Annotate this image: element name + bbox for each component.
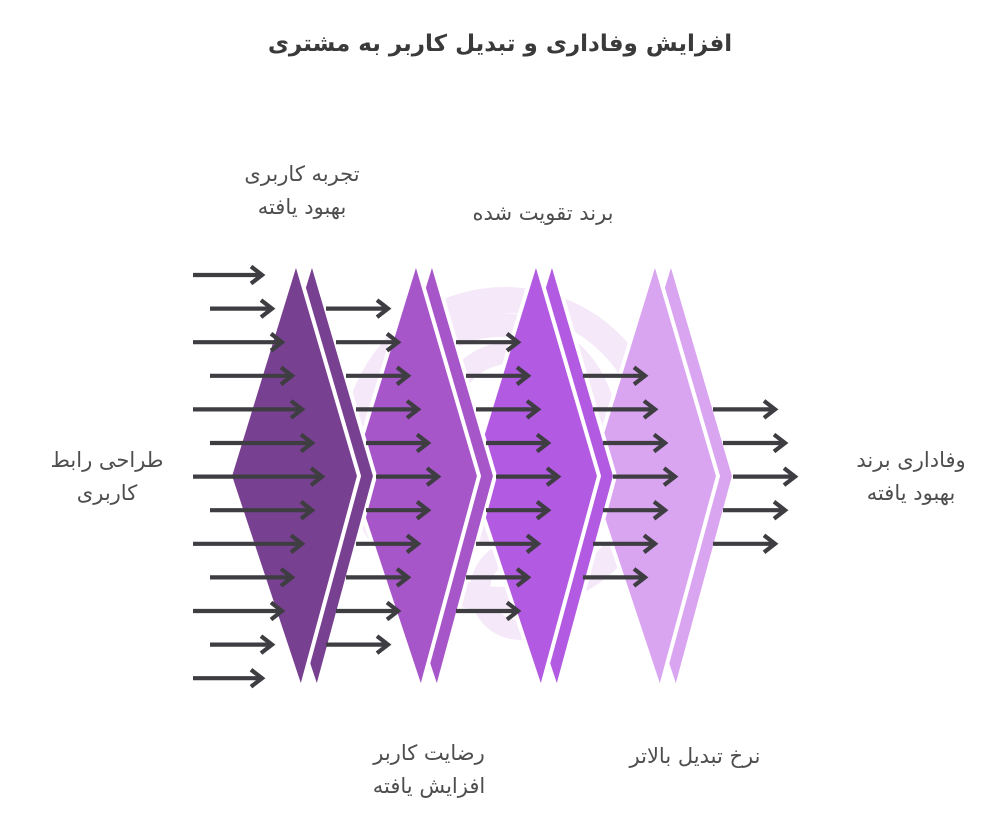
flow-arrow bbox=[603, 432, 669, 454]
flow-arrow bbox=[456, 600, 522, 622]
flow-arrow bbox=[210, 634, 276, 655]
flow-arrow bbox=[336, 332, 402, 353]
label-improved-ux-line2: بهبود یافته bbox=[257, 195, 347, 219]
label-ui-design-line1: طراحی رابط bbox=[50, 448, 164, 472]
flow-arrow bbox=[583, 365, 649, 386]
flow-arrow bbox=[193, 600, 286, 622]
flow-arrow bbox=[583, 567, 649, 588]
flow-arrow bbox=[193, 668, 266, 689]
flow-arrow bbox=[356, 399, 422, 420]
flow-arrow bbox=[466, 567, 532, 588]
flow-arrow bbox=[210, 298, 276, 319]
label-ui-design: طراحی رابط کاربری bbox=[7, 444, 207, 510]
flow-arrow bbox=[210, 500, 316, 521]
flow-arrow bbox=[613, 466, 679, 487]
flow-arrow bbox=[346, 365, 412, 386]
label-user-satisfaction: رضایت کاربر افزایش یافته bbox=[324, 737, 534, 803]
flow-arrow bbox=[336, 600, 402, 622]
flow-arrow bbox=[193, 399, 306, 420]
flow-arrow bbox=[326, 634, 392, 655]
flow-arrow bbox=[356, 533, 422, 554]
flow-arrow bbox=[346, 567, 412, 588]
label-ui-design-line2: کاربری bbox=[76, 481, 138, 505]
flow-arrow bbox=[376, 466, 442, 487]
flow-arrow bbox=[193, 264, 266, 286]
flow-arrow bbox=[210, 432, 316, 454]
flow-arrows bbox=[193, 264, 799, 689]
flow-arrow bbox=[476, 399, 542, 420]
flow-arrow bbox=[603, 500, 669, 521]
flow-arrow bbox=[593, 533, 659, 554]
flow-arrow bbox=[326, 298, 392, 319]
flow-arrow bbox=[486, 432, 552, 454]
label-brand-loyalty: وفاداری برند بهبود یافته bbox=[811, 444, 1000, 510]
label-strengthened-brand: برند تقویت شده bbox=[472, 201, 614, 225]
flow-arrow bbox=[496, 466, 562, 487]
flow-arrow bbox=[366, 432, 432, 454]
flow-arrow bbox=[456, 332, 522, 353]
flow-arrow bbox=[210, 365, 296, 386]
flow-arrow bbox=[713, 533, 779, 554]
label-brand-loyalty-line1: وفاداری برند bbox=[856, 448, 966, 472]
label-improved-ux-line1: تجربه کاربری bbox=[244, 162, 360, 186]
flow-arrow bbox=[210, 567, 296, 588]
flow-arrow bbox=[193, 332, 286, 353]
flow-arrow bbox=[193, 533, 306, 554]
flow-arrow bbox=[193, 466, 326, 487]
flow-arrow bbox=[593, 399, 659, 420]
flow-arrow bbox=[723, 432, 789, 454]
label-user-satisfaction-line2: افزایش یافته bbox=[372, 774, 486, 798]
page-title: افزایش وفاداری و تبدیل کاربر به مشتری bbox=[267, 31, 733, 57]
flow-arrow bbox=[366, 500, 432, 521]
label-conversion-rate: نرخ تبدیل بالاتر bbox=[629, 744, 761, 768]
flow-arrow bbox=[466, 365, 532, 386]
flow-arrow bbox=[733, 466, 799, 487]
flow-arrow bbox=[713, 399, 779, 420]
label-improved-ux: تجربه کاربری بهبود یافته bbox=[197, 158, 407, 224]
flow-arrow bbox=[476, 533, 542, 554]
label-user-satisfaction-line1: رضایت کاربر bbox=[373, 741, 485, 765]
label-brand-loyalty-line2: بهبود یافته bbox=[866, 481, 956, 505]
flow-arrow bbox=[723, 500, 789, 521]
flow-arrow bbox=[486, 500, 552, 521]
